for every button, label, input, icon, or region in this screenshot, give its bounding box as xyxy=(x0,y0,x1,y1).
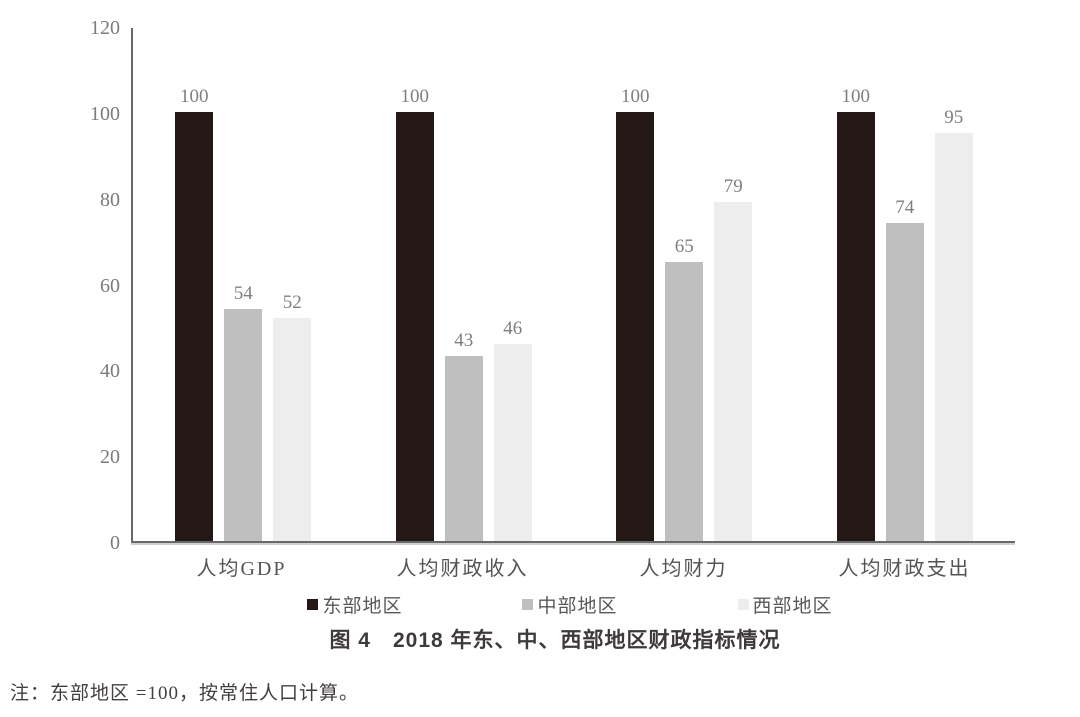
bar-group-2: 100 43 46 xyxy=(354,28,575,541)
plot-area: 100 54 52 100 43 46 100 65 79 100 74 95 xyxy=(131,28,1015,543)
bar-wrap: 74 xyxy=(885,197,924,541)
category-label-4: 人均财政支出 xyxy=(838,558,971,580)
bar-west xyxy=(934,133,973,541)
bar-value-label: 100 xyxy=(180,85,209,107)
y-axis-labels: 0 20 40 60 80 100 120 xyxy=(0,0,120,560)
legend-label: 西部地区 xyxy=(752,596,833,617)
bar-value-label: 65 xyxy=(674,236,694,258)
category-label-1: 人均GDP xyxy=(196,558,287,580)
bar-east xyxy=(175,111,214,541)
y-tick-label: 60 xyxy=(100,274,120,297)
figure-note: 注：东部地区 =100，按常住人口计算。 xyxy=(10,683,359,704)
bar-value-label: 52 xyxy=(282,291,302,313)
bar-wrap: 79 xyxy=(714,175,753,541)
y-tick-label: 20 xyxy=(100,446,120,469)
bar-wrap: 43 xyxy=(444,330,483,541)
category-labels: 人均GDP 人均财政收入 人均财力 人均财政支出 xyxy=(131,552,1015,581)
bar-west xyxy=(493,343,532,541)
bar-wrap: 65 xyxy=(665,236,704,541)
bar-value-label: 43 xyxy=(454,330,474,352)
bar-value-label: 79 xyxy=(723,175,743,197)
y-tick-label: 80 xyxy=(100,188,120,211)
bar-east xyxy=(395,111,434,541)
figure-caption: 图 4 2018 年东、中、西部地区财政指标情况 xyxy=(329,629,781,652)
legend-swatch-icon xyxy=(522,599,534,610)
legend-label: 中部地区 xyxy=(537,596,618,617)
bar-value-label: 54 xyxy=(233,283,253,305)
y-tick-label: 100 xyxy=(90,102,120,125)
bar-value-label: 100 xyxy=(841,85,871,107)
legend-label: 东部地区 xyxy=(322,596,403,617)
legend-swatch-icon xyxy=(307,599,319,610)
bar-central xyxy=(665,262,704,541)
bar-value-label: 95 xyxy=(944,107,964,129)
bar-east xyxy=(836,111,875,541)
bar-wrap: 100 xyxy=(616,85,655,541)
category-label-3: 人均财力 xyxy=(639,558,728,580)
bar-value-label: 100 xyxy=(621,85,650,107)
bar-wrap: 100 xyxy=(836,85,875,541)
bar-wrap: 95 xyxy=(934,107,973,541)
bar-central xyxy=(444,356,483,541)
bar-value-label: 74 xyxy=(895,197,915,219)
bar-west xyxy=(714,201,753,541)
category-label-2: 人均财政收入 xyxy=(396,558,529,580)
legend: 东部地区 中部地区 西部地区 xyxy=(30,591,1080,618)
y-tick-label: 120 xyxy=(90,17,120,39)
y-tick-label: 0 xyxy=(110,532,120,554)
legend-item-central: 中部地区 xyxy=(522,591,617,618)
bar-group-1: 100 54 52 xyxy=(133,28,354,541)
bar-value-label: 46 xyxy=(503,317,523,339)
bar-central xyxy=(224,309,263,541)
legend-item-east: 东部地区 xyxy=(307,591,402,618)
bar-group-3: 100 65 79 xyxy=(574,28,795,541)
bar-wrap: 54 xyxy=(224,283,263,541)
bar-wrap: 46 xyxy=(493,317,532,541)
bar-value-label: 100 xyxy=(400,85,430,107)
bar-wrap: 100 xyxy=(175,85,214,541)
legend-swatch-icon xyxy=(737,599,749,610)
bar-group-4: 100 74 95 xyxy=(795,28,1016,541)
bar-wrap: 52 xyxy=(273,291,312,541)
y-tick-label: 40 xyxy=(100,360,120,383)
bar-east xyxy=(616,111,655,541)
legend-item-west: 西部地区 xyxy=(737,591,833,618)
bar-west xyxy=(273,317,312,541)
bar-wrap: 100 xyxy=(395,85,434,541)
bar-central xyxy=(885,223,924,541)
